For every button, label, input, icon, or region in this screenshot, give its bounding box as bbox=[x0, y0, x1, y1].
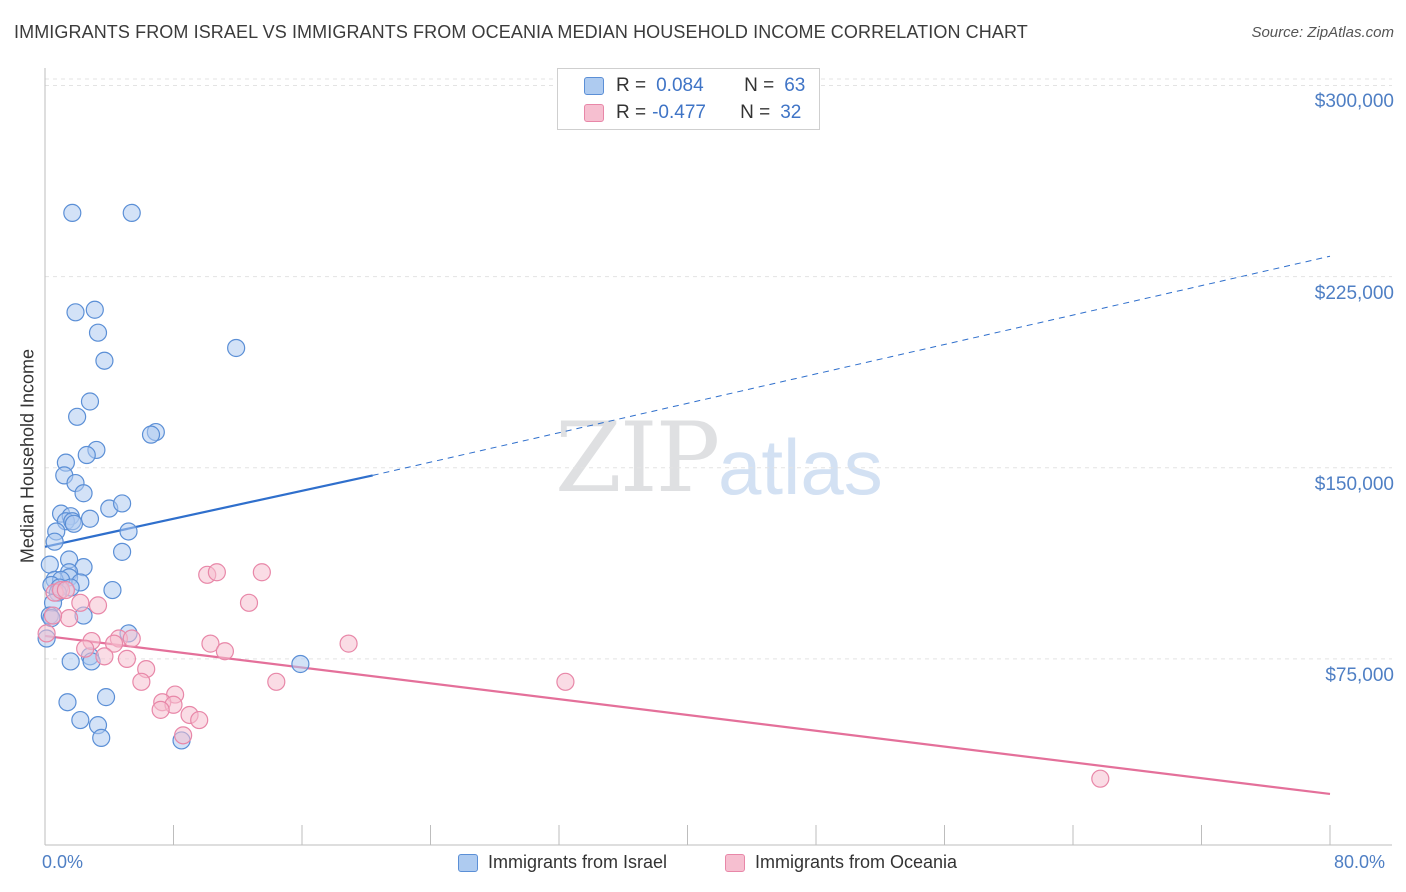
grid-lines bbox=[45, 78, 1392, 660]
watermark-zip: ZIP bbox=[555, 402, 720, 514]
data-points bbox=[37, 203, 1110, 788]
axes bbox=[44, 68, 1392, 846]
oceania-swatch-icon bbox=[584, 104, 604, 122]
oceania-point bbox=[122, 629, 141, 648]
y-tick-label: $75,000 bbox=[1325, 664, 1394, 686]
legend-item-israel: Immigrants from Israel bbox=[458, 852, 667, 873]
y-axis-label: Median Household Income bbox=[17, 348, 38, 564]
israel-point bbox=[227, 338, 246, 358]
oceania-point bbox=[95, 647, 114, 666]
oceania-point bbox=[190, 710, 209, 730]
israel-point bbox=[66, 303, 85, 322]
oceania-point bbox=[104, 634, 124, 653]
israel-point bbox=[68, 407, 87, 426]
israel-point bbox=[71, 710, 90, 730]
israel-point bbox=[45, 532, 64, 551]
israel-point bbox=[92, 728, 111, 747]
y-tick-label: $300,000 bbox=[1314, 91, 1394, 113]
oceania-point bbox=[151, 700, 170, 719]
oceania-point bbox=[37, 624, 56, 643]
stats-n-label: N = bbox=[740, 102, 771, 123]
trend-lines bbox=[44, 255, 1331, 796]
israel-point bbox=[64, 514, 84, 533]
oceania-point bbox=[88, 596, 108, 615]
oceania-point bbox=[43, 606, 63, 625]
oceania-point bbox=[339, 634, 358, 653]
israel-trend-extension bbox=[372, 255, 1331, 476]
stats-n-value: 63 bbox=[784, 75, 806, 96]
legend-label-israel: Immigrants from Israel bbox=[488, 852, 668, 872]
x-tick-label-min: 0.0% bbox=[42, 852, 84, 872]
legend-item-oceania: Immigrants from Oceania bbox=[725, 852, 957, 873]
israel-point bbox=[95, 351, 114, 370]
israel-point bbox=[119, 522, 138, 541]
watermark-atlas: atlas bbox=[718, 423, 883, 511]
stats-row-israel: R = 0.084 N = 63 bbox=[558, 73, 805, 99]
oceania-trend-line bbox=[44, 634, 1331, 796]
y-tick-label: $225,000 bbox=[1314, 282, 1394, 304]
chart-title: IMMIGRANTS FROM ISRAEL VS IMMIGRANTS FRO… bbox=[14, 22, 1028, 42]
oceania-legend-swatch-icon bbox=[725, 853, 745, 872]
stats-r-label: R = bbox=[616, 102, 647, 123]
israel-point bbox=[77, 445, 96, 465]
oceania-point bbox=[56, 580, 75, 600]
stats-r-label: R = bbox=[616, 75, 647, 96]
israel-point bbox=[80, 509, 100, 528]
israel-point bbox=[80, 392, 100, 411]
stats-n-label: N = bbox=[744, 75, 775, 96]
stats-r-value: -0.477 bbox=[652, 102, 706, 123]
oceania-point bbox=[76, 639, 95, 658]
oceania-point bbox=[201, 634, 220, 653]
oceania-point bbox=[132, 672, 151, 691]
oceania-point bbox=[59, 609, 79, 628]
israel-point bbox=[63, 203, 82, 223]
israel-point bbox=[141, 425, 161, 444]
israel-point bbox=[88, 323, 108, 342]
israel-legend-swatch-icon bbox=[458, 853, 478, 872]
israel-point bbox=[74, 484, 93, 503]
israel-point bbox=[103, 580, 122, 600]
x-tick-label-max: 80.0% bbox=[1334, 852, 1386, 872]
israel-point bbox=[122, 203, 141, 223]
oceania-point bbox=[174, 726, 193, 745]
legend-label-oceania: Immigrants from Oceania bbox=[755, 852, 958, 872]
oceania-point bbox=[267, 672, 286, 691]
israel-point bbox=[112, 494, 132, 513]
oceania-point bbox=[117, 649, 137, 668]
oceania-point bbox=[1091, 769, 1110, 788]
stats-box: R = 0.084 N = 63 R = -0.477 N = 32 bbox=[557, 68, 820, 130]
oceania-point bbox=[207, 563, 226, 582]
israel-point bbox=[96, 688, 116, 707]
israel-trend-line bbox=[44, 474, 373, 548]
oceania-point bbox=[252, 563, 271, 582]
israel-swatch-icon bbox=[584, 77, 604, 95]
oceania-point bbox=[239, 593, 259, 612]
israel-point bbox=[40, 555, 59, 574]
source-label: Source: ZipAtlas.com bbox=[1251, 24, 1394, 41]
stats-row-oceania: R = -0.477 N = 32 bbox=[558, 100, 801, 126]
israel-point bbox=[58, 693, 77, 712]
israel-point bbox=[112, 542, 132, 561]
oceania-point bbox=[71, 593, 90, 612]
israel-point bbox=[85, 300, 104, 319]
israel-point bbox=[61, 652, 80, 671]
israel-point bbox=[291, 654, 310, 674]
y-tick-label: $150,000 bbox=[1314, 473, 1394, 495]
stats-r-value: 0.084 bbox=[656, 75, 704, 96]
stats-n-value: 32 bbox=[780, 102, 802, 123]
oceania-point bbox=[556, 672, 575, 691]
oceania-point bbox=[215, 642, 234, 661]
